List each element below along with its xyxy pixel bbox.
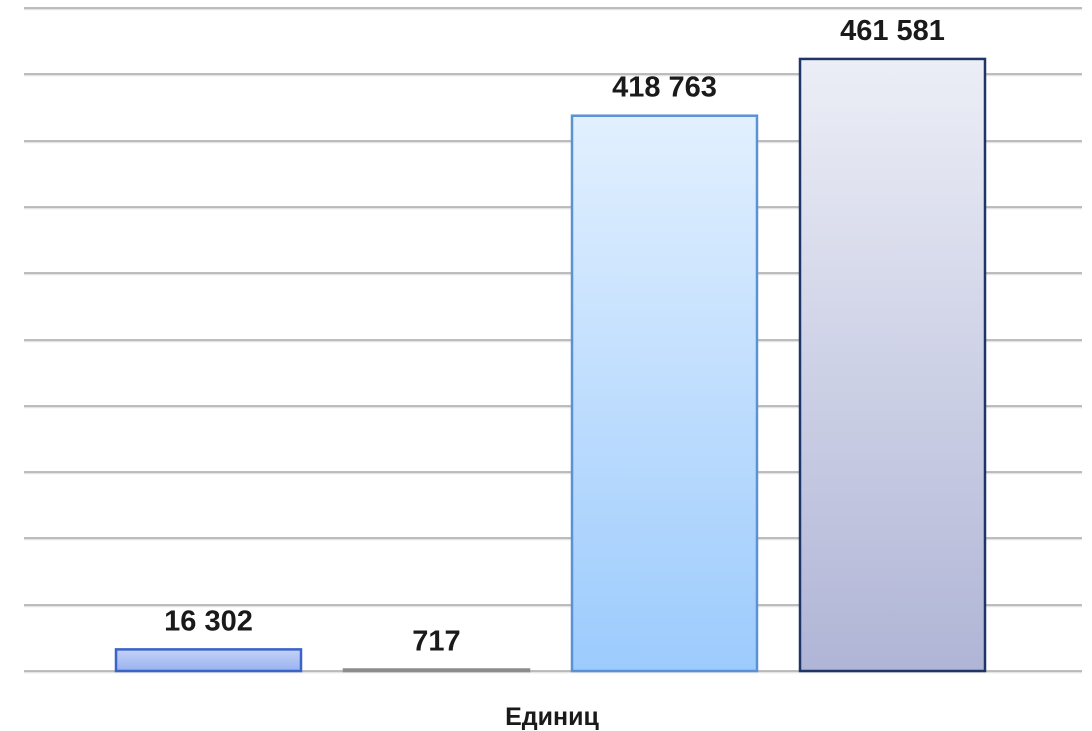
data-labels: 16 302 717 418 763 461 581 [164, 15, 945, 658]
bar-2 [342, 668, 531, 673]
data-label-1: 16 302 [164, 605, 253, 637]
bar-1 [114, 648, 303, 673]
bars [114, 57, 987, 673]
bar-4 [798, 57, 987, 673]
x-axis-category-label: Единиц [505, 703, 599, 731]
data-label-2: 717 [412, 626, 460, 658]
data-label-3: 418 763 [612, 72, 717, 104]
data-label-4: 461 581 [840, 15, 945, 47]
bar-3 [570, 114, 759, 673]
